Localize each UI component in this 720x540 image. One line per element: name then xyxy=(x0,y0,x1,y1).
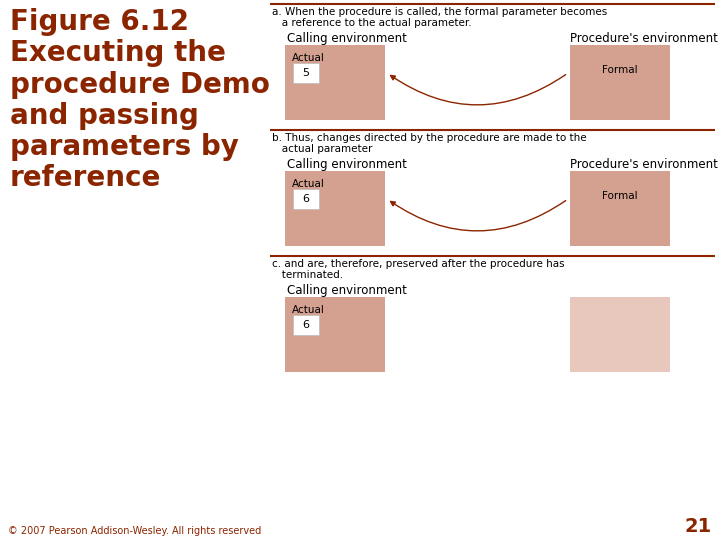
Bar xyxy=(285,171,385,246)
Text: Figure 6.12
Executing the
procedure Demo
and passing
parameters by
reference: Figure 6.12 Executing the procedure Demo… xyxy=(10,8,270,192)
Text: Procedure's environment: Procedure's environment xyxy=(570,32,718,45)
Text: 6: 6 xyxy=(302,194,310,204)
Text: 5: 5 xyxy=(302,68,310,78)
Bar xyxy=(293,63,319,83)
Text: a. When the procedure is called, the formal parameter becomes: a. When the procedure is called, the for… xyxy=(272,7,607,17)
Text: Actual: Actual xyxy=(292,53,325,63)
Text: Procedure's environment: Procedure's environment xyxy=(570,158,718,171)
Text: Actual: Actual xyxy=(292,305,325,315)
Text: 21: 21 xyxy=(685,517,712,536)
Text: Actual: Actual xyxy=(292,179,325,189)
Text: Calling environment: Calling environment xyxy=(287,284,407,297)
Text: Calling environment: Calling environment xyxy=(287,32,407,45)
Text: a reference to the actual parameter.: a reference to the actual parameter. xyxy=(272,18,472,28)
Text: Formal: Formal xyxy=(602,65,638,75)
Text: Formal: Formal xyxy=(602,191,638,201)
Bar xyxy=(285,297,385,372)
Bar xyxy=(570,171,670,246)
Text: 6: 6 xyxy=(302,320,310,330)
Bar xyxy=(293,189,319,209)
Text: b. Thus, changes directed by the procedure are made to the: b. Thus, changes directed by the procedu… xyxy=(272,133,587,143)
Text: Calling environment: Calling environment xyxy=(287,158,407,171)
Text: c. and are, therefore, preserved after the procedure has: c. and are, therefore, preserved after t… xyxy=(272,259,564,269)
Bar xyxy=(570,297,670,372)
Bar xyxy=(293,315,319,335)
Text: actual parameter: actual parameter xyxy=(272,144,372,154)
Text: © 2007 Pearson Addison-Wesley. All rights reserved: © 2007 Pearson Addison-Wesley. All right… xyxy=(8,526,261,536)
Bar xyxy=(570,45,670,120)
Bar xyxy=(285,45,385,120)
Text: terminated.: terminated. xyxy=(272,270,343,280)
